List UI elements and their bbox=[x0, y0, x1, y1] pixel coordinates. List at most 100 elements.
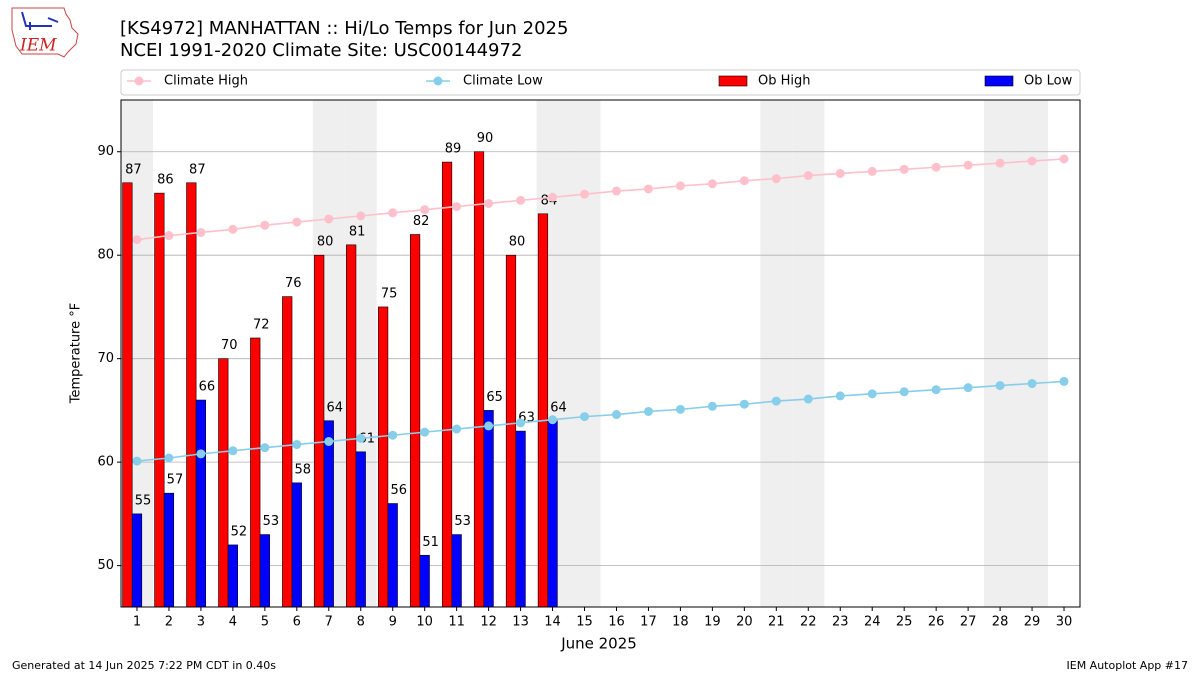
climate-point bbox=[803, 394, 813, 404]
climate-point bbox=[356, 433, 366, 443]
climate-point bbox=[739, 399, 749, 409]
x-tick-label: 21 bbox=[768, 615, 785, 630]
x-tick-label: 18 bbox=[672, 615, 689, 630]
data-label: 64 bbox=[327, 400, 344, 415]
legend-label: Ob High bbox=[758, 74, 811, 89]
x-tick-label: 2 bbox=[165, 615, 173, 630]
y-axis-label: Temperature °F bbox=[69, 303, 84, 404]
legend-label: Climate Low bbox=[463, 74, 543, 89]
data-label: 53 bbox=[454, 514, 471, 529]
bar bbox=[441, 161, 453, 608]
data-label: 64 bbox=[550, 400, 567, 415]
data-label: 55 bbox=[135, 493, 152, 508]
climate-point bbox=[995, 158, 1005, 168]
climate-point bbox=[1059, 154, 1069, 164]
climate-point bbox=[707, 179, 717, 189]
x-tick-label: 17 bbox=[640, 615, 657, 630]
x-tick-label: 25 bbox=[896, 615, 913, 630]
climate-point bbox=[1027, 379, 1037, 389]
legend-label: Climate High bbox=[164, 74, 248, 89]
data-label: 86 bbox=[157, 173, 174, 188]
x-tick-label: 23 bbox=[832, 615, 849, 630]
climate-point bbox=[803, 171, 813, 181]
climate-point bbox=[164, 453, 174, 463]
climate-point bbox=[867, 389, 877, 399]
chart-subtitle: NCEI 1991-2020 Climate Site: USC00144972 bbox=[120, 40, 522, 61]
climate-point bbox=[516, 418, 526, 428]
legend-swatch bbox=[718, 75, 748, 87]
footer-left: Generated at 14 Jun 2025 7:22 PM CDT in … bbox=[12, 659, 276, 672]
x-tick-label: 24 bbox=[864, 615, 881, 630]
x-tick-label: 6 bbox=[293, 615, 301, 630]
bar bbox=[537, 213, 549, 608]
x-axis-label: June 2025 bbox=[560, 635, 637, 653]
bar bbox=[483, 410, 494, 608]
bar bbox=[218, 358, 229, 608]
x-tick-label: 12 bbox=[480, 615, 497, 630]
x-tick-label: 27 bbox=[960, 615, 977, 630]
climate-point bbox=[388, 430, 398, 440]
bar bbox=[186, 182, 197, 608]
climate-point bbox=[548, 192, 558, 202]
bar bbox=[282, 296, 293, 608]
x-tick-label: 16 bbox=[608, 615, 625, 630]
climate-point bbox=[324, 214, 334, 224]
logo-outline bbox=[11, 7, 79, 58]
climate-point bbox=[516, 195, 526, 205]
climate-line bbox=[136, 380, 1065, 462]
bar bbox=[419, 554, 430, 608]
bar bbox=[409, 234, 421, 608]
data-label: 58 bbox=[295, 462, 312, 477]
data-label: 87 bbox=[189, 162, 206, 177]
x-tick-label: 5 bbox=[261, 615, 269, 630]
climate-point bbox=[931, 385, 941, 395]
climate-point bbox=[324, 436, 334, 446]
data-label: 81 bbox=[349, 224, 366, 239]
x-tick-label: 22 bbox=[800, 615, 817, 630]
data-label: 51 bbox=[422, 535, 439, 550]
climate-point bbox=[643, 406, 653, 416]
bar bbox=[227, 544, 238, 608]
x-tick-label: 11 bbox=[448, 615, 465, 630]
climate-point bbox=[452, 202, 462, 212]
bar bbox=[515, 430, 526, 608]
climate-point bbox=[196, 449, 206, 459]
chart-title: [KS4972] MANHATTAN :: Hi/Lo Temps for Ju… bbox=[120, 18, 568, 39]
climate-point bbox=[228, 224, 238, 234]
bar bbox=[163, 492, 175, 608]
x-tick-label: 14 bbox=[544, 615, 561, 630]
climate-point bbox=[356, 211, 366, 221]
climate-line bbox=[136, 158, 1065, 241]
climate-point bbox=[484, 198, 494, 208]
y-tick-label: 50 bbox=[97, 558, 114, 573]
climate-point bbox=[835, 391, 845, 401]
climate-point bbox=[963, 383, 973, 393]
bar bbox=[505, 254, 517, 608]
climate-point bbox=[643, 184, 653, 194]
x-tick-label: 13 bbox=[512, 615, 529, 630]
climate-point bbox=[292, 217, 302, 227]
climate-point bbox=[899, 164, 909, 174]
climate-point bbox=[196, 227, 206, 237]
bar bbox=[387, 503, 398, 608]
bar bbox=[250, 337, 261, 608]
bar bbox=[451, 534, 462, 608]
y-tick-label: 90 bbox=[97, 144, 114, 159]
x-tick-label: 28 bbox=[992, 615, 1009, 630]
bar bbox=[355, 451, 366, 608]
x-tick-label: 15 bbox=[576, 615, 593, 630]
x-tick-label: 9 bbox=[389, 615, 397, 630]
climate-point bbox=[580, 412, 590, 422]
footer-right: IEM Autoplot App #17 bbox=[1067, 659, 1189, 672]
x-tick-label: 26 bbox=[928, 615, 945, 630]
climate-point bbox=[228, 446, 238, 456]
climate-point bbox=[963, 160, 973, 170]
weekend-shade bbox=[760, 100, 793, 607]
logo-symbol bbox=[21, 11, 59, 30]
data-label: 90 bbox=[477, 131, 494, 146]
climate-point bbox=[867, 166, 877, 176]
climate-point bbox=[1027, 156, 1037, 166]
bar bbox=[314, 254, 325, 608]
climate-point bbox=[771, 174, 781, 184]
logo-text: IEM bbox=[19, 36, 57, 56]
